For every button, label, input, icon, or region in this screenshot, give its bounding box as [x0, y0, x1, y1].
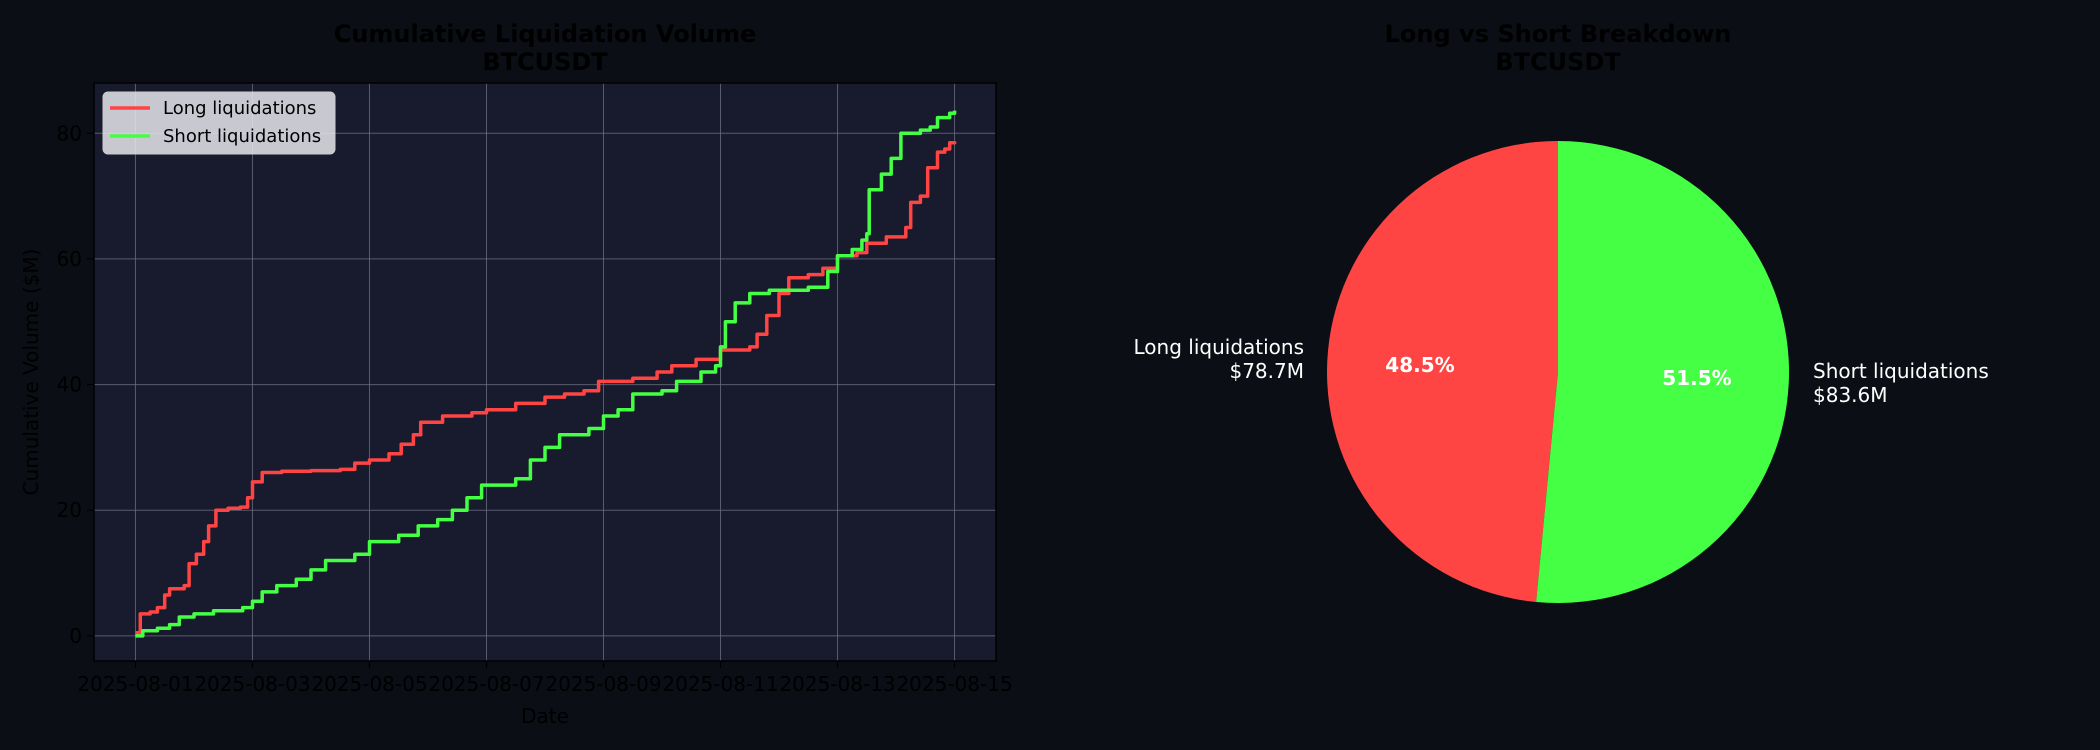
- plot-area: [94, 83, 996, 661]
- pie-slice-short: [1536, 141, 1790, 603]
- x-axis-label: Date: [521, 704, 569, 728]
- x-tick-label: 2025-08-07: [428, 672, 544, 696]
- y-axis-ticks: 0 20 40 60 80: [57, 121, 94, 648]
- series-line-short: [135, 110, 957, 638]
- legend: Long liquidations Short liquidations: [102, 91, 336, 155]
- y-tick-label: 80: [57, 121, 82, 145]
- legend-label-short: Short liquidations: [163, 126, 321, 147]
- legend-box: [102, 91, 336, 155]
- pie-amount-long: $78.7M: [1229, 359, 1304, 383]
- pie-label-short: Short liquidations: [1813, 359, 1989, 383]
- line-chart: Cumulative Liquidation Volume BTCUSDT 20…: [19, 20, 1013, 728]
- pie-amount-short: $83.6M: [1813, 383, 1888, 407]
- line-chart-title-line1: Cumulative Liquidation Volume: [334, 20, 757, 48]
- y-tick-label: 0: [69, 624, 82, 648]
- x-tick-label: 2025-08-05: [311, 672, 427, 696]
- x-tick-label: 2025-08-09: [545, 672, 661, 696]
- grid: [94, 83, 996, 661]
- pie-percent-short: 51.5%: [1662, 366, 1731, 390]
- x-tick-label: 2025-08-15: [896, 672, 1012, 696]
- x-axis-ticks: 2025-08-01 2025-08-03 2025-08-05 2025-08-07…: [77, 661, 1013, 696]
- pie-chart-title-line1: Long vs Short Breakdown: [1385, 20, 1732, 48]
- pie-percent-long: 48.5%: [1385, 353, 1454, 377]
- plot-frame: [93, 82, 997, 662]
- pie-slice-long: [1327, 141, 1558, 602]
- pie-slices: [1327, 141, 1790, 603]
- legend-label-long: Long liquidations: [163, 98, 316, 119]
- y-tick-label: 20: [57, 498, 82, 522]
- y-axis-label: Cumulative Volume ($M): [19, 249, 43, 496]
- x-tick-label: 2025-08-11: [662, 672, 778, 696]
- series-line-long: [135, 140, 957, 635]
- x-tick-label: 2025-08-01: [77, 672, 193, 696]
- pie-label-long: Long liquidations: [1134, 335, 1304, 359]
- series-lines: [135, 110, 957, 638]
- x-tick-label: 2025-08-03: [194, 672, 310, 696]
- y-tick-label: 60: [57, 247, 82, 271]
- x-tick-label: 2025-08-13: [779, 672, 895, 696]
- pie-chart-title-line2: BTCUSDT: [1495, 48, 1621, 76]
- line-chart-title-line2: BTCUSDT: [482, 48, 608, 76]
- pie-chart: Long vs Short Breakdown BTCUSDT Long liq…: [1134, 20, 1989, 603]
- y-tick-label: 40: [57, 373, 82, 397]
- pie-labels: Long liquidations $78.7M Short liquidati…: [1134, 335, 1989, 407]
